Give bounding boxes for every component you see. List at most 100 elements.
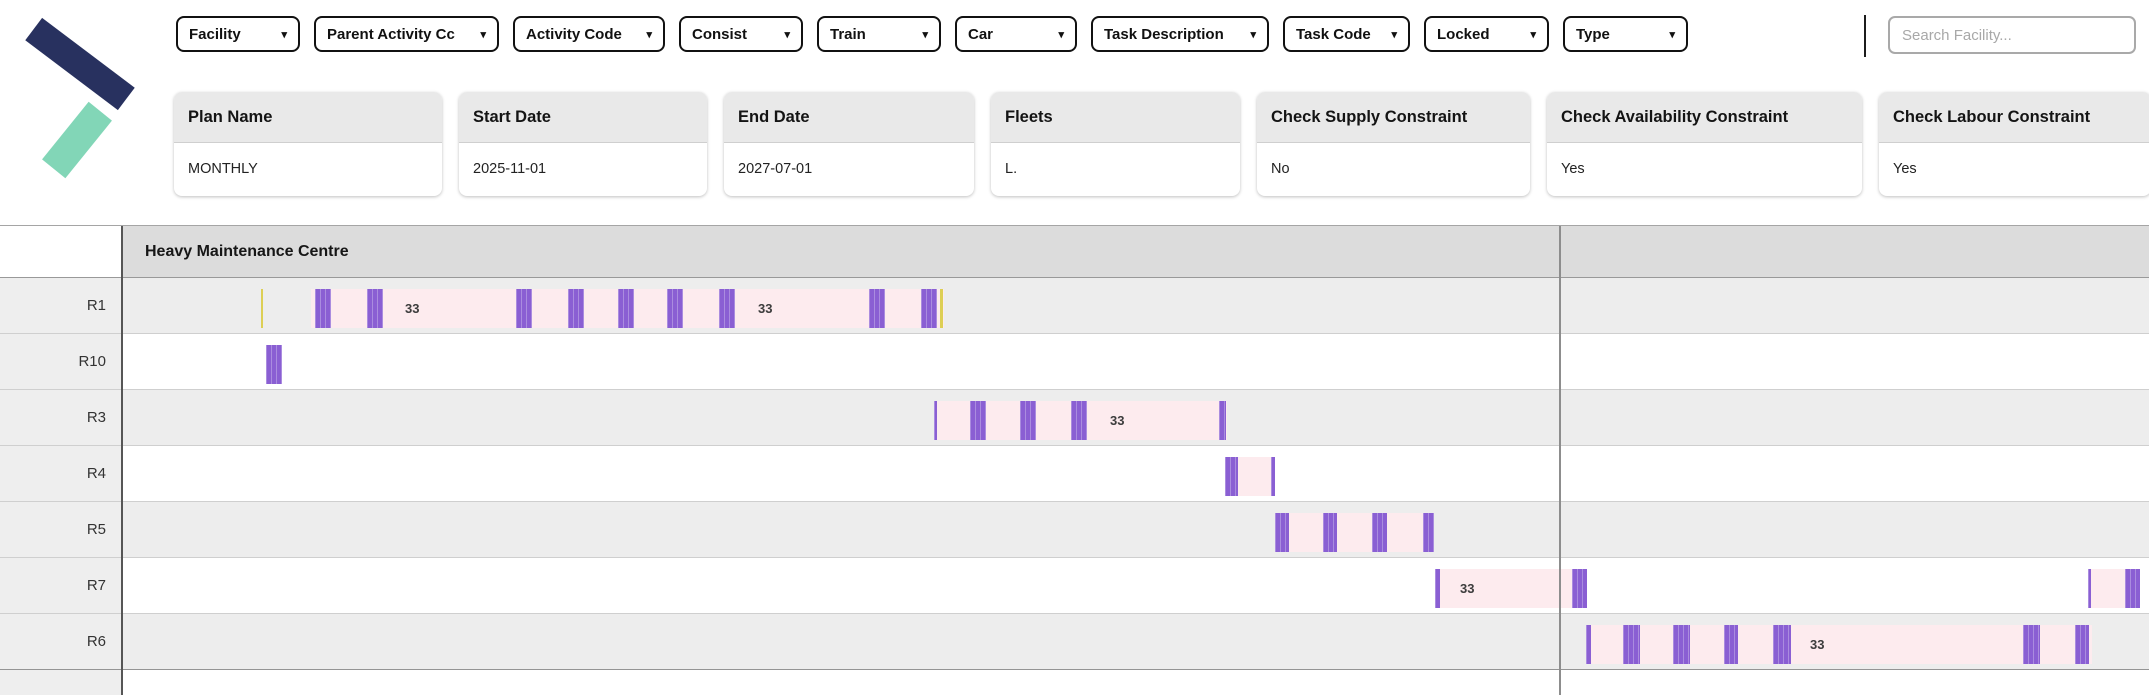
task-highlight-band xyxy=(937,401,1227,440)
filter-label: Train xyxy=(830,25,866,43)
task-highlight-band xyxy=(1238,457,1271,496)
gantt-row-track: 33 33 xyxy=(122,278,2149,333)
filter-dropdown-consist[interactable]: Consist ▾ xyxy=(679,16,803,52)
gantt-row-track xyxy=(122,446,2149,501)
task-bar[interactable] xyxy=(1586,625,1591,664)
plan-summary-cards: Plan Name MONTHLY Start Date 2025-11-01 End … xyxy=(174,92,2149,196)
task-bar[interactable] xyxy=(2075,625,2089,664)
filter-dropdown-task-code[interactable]: Task Code ▾ xyxy=(1283,16,1410,52)
filter-bar: Facility ▾ Parent Activity Cc ▾ Activity Cod… xyxy=(176,16,1688,52)
filter-label: Task Description xyxy=(1104,25,1224,43)
row-label-r1[interactable]: R1 xyxy=(0,278,122,333)
summary-card-check-supply-constraint: Check Supply Constraint No xyxy=(1257,92,1530,196)
card-value: Yes xyxy=(1893,161,1917,177)
filter-dropdown-task-description[interactable]: Task Description ▾ xyxy=(1091,16,1269,52)
task-bar[interactable] xyxy=(719,289,735,328)
chevron-down-icon: ▾ xyxy=(646,28,652,41)
task-bar[interactable] xyxy=(1020,401,1036,440)
task-bar[interactable] xyxy=(869,289,885,328)
task-bar[interactable] xyxy=(1673,625,1690,664)
task-bar[interactable] xyxy=(921,289,937,328)
chevron-down-icon: ▾ xyxy=(922,28,928,41)
duration-label: 33 xyxy=(405,301,420,316)
row-label-r3[interactable]: R3 xyxy=(0,390,122,445)
task-bar[interactable] xyxy=(568,289,584,328)
task-bar[interactable] xyxy=(1423,513,1434,552)
chevron-down-icon: ▾ xyxy=(1058,28,1064,41)
task-bar[interactable] xyxy=(1773,625,1791,664)
task-bar[interactable] xyxy=(516,289,532,328)
task-bar[interactable] xyxy=(970,401,986,440)
gantt-row-r1: R1 33 33 xyxy=(0,278,2149,334)
filter-label: Parent Activity Cc xyxy=(327,25,455,43)
summary-card-check-labour-constraint: Check Labour Constraint Yes xyxy=(1879,92,2149,196)
card-value: L. xyxy=(1005,161,1018,177)
task-bar[interactable] xyxy=(1071,401,1087,440)
row-label-r10[interactable]: R10 xyxy=(0,334,122,389)
search-input[interactable] xyxy=(1888,16,2136,54)
task-bar[interactable] xyxy=(2088,569,2091,608)
task-bar[interactable] xyxy=(367,289,383,328)
card-title: Fleets xyxy=(991,92,1240,143)
chevron-down-icon: ▾ xyxy=(281,28,287,41)
chevron-down-icon: ▾ xyxy=(480,28,486,41)
row-label-r5[interactable]: R5 xyxy=(0,502,122,557)
chevron-down-icon: ▾ xyxy=(1530,28,1536,41)
timeline-marker xyxy=(940,289,943,328)
filter-label: Activity Code xyxy=(526,25,622,43)
gantt-group-header-row: Heavy Maintenance Centre xyxy=(0,226,2149,278)
gantt-chart: Heavy Maintenance Centre R1 33 33 R10 R3 33 R4… xyxy=(0,225,2149,695)
card-title: Start Date xyxy=(459,92,707,143)
filter-label: Task Code xyxy=(1296,25,1371,43)
filter-dropdown-activity-code[interactable]: Activity Code ▾ xyxy=(513,16,665,52)
filter-dropdown-type[interactable]: Type ▾ xyxy=(1563,16,1688,52)
task-bar[interactable] xyxy=(618,289,634,328)
card-title: End Date xyxy=(724,92,974,143)
task-bar[interactable] xyxy=(667,289,683,328)
task-bar[interactable] xyxy=(1724,625,1738,664)
task-bar[interactable] xyxy=(2125,569,2140,608)
filter-label: Car xyxy=(968,25,994,43)
filter-dropdown-car[interactable]: Car ▾ xyxy=(955,16,1077,52)
filter-dropdown-parent-activity-cc[interactable]: Parent Activity Cc ▾ xyxy=(314,16,499,52)
filter-dropdown-facility[interactable]: Facility ▾ xyxy=(176,16,300,52)
task-highlight-band xyxy=(1275,513,1434,552)
card-title: Check Availability Constraint xyxy=(1547,92,1862,143)
summary-card-end-date: End Date 2027-07-01 xyxy=(724,92,974,196)
facility-group-title: Heavy Maintenance Centre xyxy=(122,226,2149,277)
task-bar[interactable] xyxy=(1572,569,1587,608)
row-label-r7[interactable]: R7 xyxy=(0,558,122,613)
card-value: 2025-11-01 xyxy=(473,161,547,177)
filter-label: Type xyxy=(1576,25,1610,43)
task-bar[interactable] xyxy=(1225,457,1238,496)
summary-card-fleets: Fleets L. xyxy=(991,92,1240,196)
filter-dropdown-locked[interactable]: Locked ▾ xyxy=(1424,16,1549,52)
task-bar[interactable] xyxy=(934,401,937,440)
gantt-row-r6: R6 33 xyxy=(0,614,2149,670)
task-bar[interactable] xyxy=(1623,625,1640,664)
task-bar[interactable] xyxy=(1323,513,1337,552)
chevron-down-icon: ▾ xyxy=(784,28,790,41)
task-bar[interactable] xyxy=(1219,401,1226,440)
task-bar[interactable] xyxy=(1435,569,1440,608)
task-bar[interactable] xyxy=(1275,513,1289,552)
task-highlight-band xyxy=(2091,569,2125,608)
gantt-row-r3: R3 33 xyxy=(0,390,2149,446)
row-label-r6[interactable]: R6 xyxy=(0,614,122,669)
row-label-r4[interactable]: R4 xyxy=(0,446,122,501)
task-bar[interactable] xyxy=(2023,625,2040,664)
gantt-row-r4: R4 xyxy=(0,446,2149,502)
task-bar[interactable] xyxy=(1271,457,1275,496)
gantt-row-partial xyxy=(0,670,2149,695)
task-bar[interactable] xyxy=(315,289,331,328)
gantt-row-track: 33 xyxy=(122,614,2149,669)
gantt-row-track xyxy=(122,502,2149,557)
task-bar[interactable] xyxy=(1372,513,1387,552)
gantt-row-track xyxy=(122,334,2149,389)
filter-dropdown-train[interactable]: Train ▾ xyxy=(817,16,941,52)
summary-card-start-date: Start Date 2025-11-01 xyxy=(459,92,707,196)
summary-card-check-availability-constraint: Check Availability Constraint Yes xyxy=(1547,92,1862,196)
task-bar[interactable] xyxy=(266,345,282,384)
label-column-border xyxy=(121,226,123,695)
